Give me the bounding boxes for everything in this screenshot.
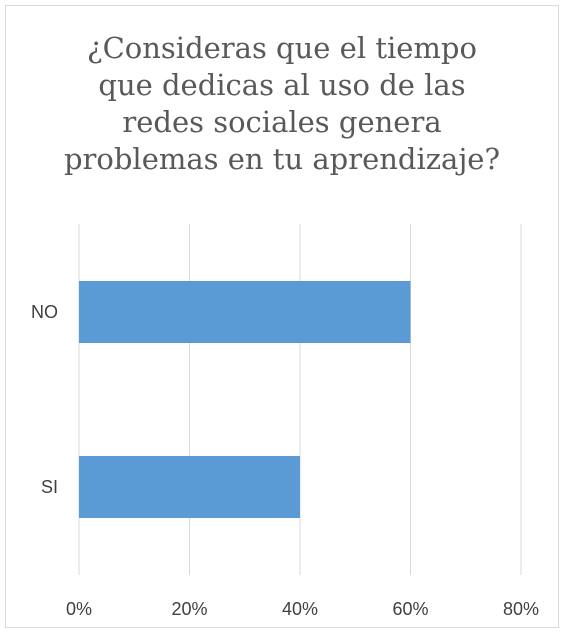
x-tick-label-1: 20% [171, 599, 207, 619]
bar-si [79, 456, 300, 518]
x-tick-label-4: 80% [503, 599, 539, 619]
chart-title-line-3: redes sociales genera [122, 105, 442, 139]
chart-title-line-2: que dedicas al uso de las [98, 68, 466, 102]
chart-title-line-4: problemas en tu aprendizaje? [63, 142, 501, 176]
chart-title-line-1: ¿Consideras que el tiempo [87, 31, 477, 65]
category-label-no: NO [31, 302, 58, 322]
x-tick-label-0: 0% [66, 599, 92, 619]
x-tick-label-3: 60% [392, 599, 428, 619]
bar-no [79, 281, 411, 343]
chart-title: ¿Consideras que el tiempo que dedicas al… [40, 30, 524, 178]
x-tick-label-2: 40% [282, 599, 318, 619]
category-label-si: SI [41, 477, 58, 497]
